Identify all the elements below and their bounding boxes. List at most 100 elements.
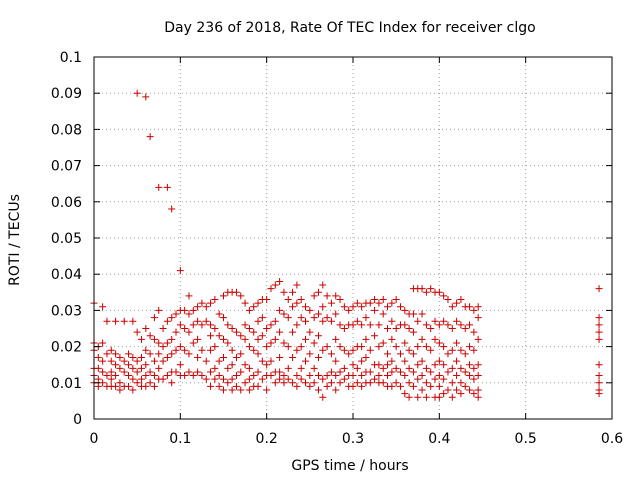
data-point <box>327 299 335 307</box>
data-point <box>431 335 439 343</box>
data-point <box>302 317 310 325</box>
data-point <box>150 357 158 365</box>
data-point <box>470 306 478 314</box>
data-point <box>202 375 210 383</box>
data-point <box>176 343 184 351</box>
data-point <box>103 317 111 325</box>
data-point <box>258 357 266 365</box>
data-point <box>250 303 258 311</box>
y-axis-label: ROTI / TECUs <box>7 194 23 286</box>
data-point <box>457 379 465 387</box>
data-point <box>163 317 171 325</box>
data-point <box>168 335 176 343</box>
data-point <box>245 375 253 383</box>
data-point <box>245 364 253 372</box>
x-axis-label: GPS time / hours <box>291 458 408 474</box>
data-point <box>327 368 335 376</box>
data-point <box>129 375 137 383</box>
data-point <box>150 314 158 322</box>
data-point <box>461 382 469 390</box>
data-point <box>302 379 310 387</box>
data-point <box>388 335 396 343</box>
data-point <box>207 382 215 390</box>
data-point <box>250 328 258 336</box>
data-point <box>595 390 603 398</box>
data-point <box>224 364 232 372</box>
data-point <box>379 379 387 387</box>
y-tick-label: 0.1 <box>60 50 82 66</box>
data-point <box>358 343 366 351</box>
data-point <box>116 379 124 387</box>
data-point <box>384 372 392 380</box>
data-point <box>384 361 392 369</box>
data-point <box>146 332 154 340</box>
data-point <box>358 321 366 329</box>
data-point <box>176 321 184 329</box>
data-point <box>198 346 206 354</box>
data-point <box>150 382 158 390</box>
data-point <box>310 364 318 372</box>
data-point <box>435 372 443 380</box>
data-point <box>284 343 292 351</box>
data-point <box>137 364 145 372</box>
data-point <box>159 343 167 351</box>
data-point <box>133 357 141 365</box>
data-point <box>427 325 435 332</box>
data-point <box>371 332 379 340</box>
data-point <box>232 288 240 296</box>
data-point <box>228 325 236 332</box>
data-point <box>293 281 301 289</box>
data-point <box>392 296 400 304</box>
data-point <box>228 386 236 394</box>
data-point <box>466 361 474 369</box>
data-point <box>422 321 430 329</box>
data-point <box>293 372 301 380</box>
data-point <box>185 310 193 318</box>
data-point <box>202 317 210 325</box>
data-point <box>94 364 102 372</box>
data-point <box>185 292 193 300</box>
data-point <box>474 335 482 343</box>
data-point <box>293 382 301 390</box>
data-point <box>323 292 331 300</box>
data-point <box>388 317 396 325</box>
data-point <box>168 314 176 322</box>
data-point <box>99 368 107 376</box>
data-point <box>99 357 107 365</box>
data-point <box>142 93 150 101</box>
data-point <box>155 364 163 372</box>
data-point <box>327 379 335 387</box>
data-point <box>181 346 189 354</box>
data-point <box>466 386 474 394</box>
data-point <box>146 368 154 376</box>
data-point <box>349 303 357 311</box>
data-point <box>202 357 210 365</box>
x-axis-ticks: 0 0.1 0.2 0.3 0.4 0.5 0.6 <box>90 57 623 447</box>
data-point <box>159 357 167 365</box>
y-tick-label: 0.02 <box>51 340 82 356</box>
data-point <box>314 310 322 318</box>
data-point <box>120 368 128 376</box>
data-point <box>474 393 482 401</box>
data-point <box>207 299 215 307</box>
data-point <box>250 372 258 380</box>
data-point <box>155 306 163 314</box>
data-point <box>125 350 133 358</box>
data-point <box>366 379 374 387</box>
data-point <box>440 390 448 398</box>
data-point <box>440 343 448 351</box>
data-point <box>435 321 443 329</box>
data-point <box>198 372 206 380</box>
data-point <box>358 382 366 390</box>
data-point <box>319 317 327 325</box>
data-point <box>276 375 284 383</box>
data-point <box>168 350 176 358</box>
data-point <box>99 379 107 387</box>
data-point <box>224 379 232 387</box>
data-points <box>90 89 603 401</box>
data-point <box>306 350 314 358</box>
data-point <box>418 372 426 380</box>
data-point <box>133 328 141 336</box>
data-point <box>422 393 430 401</box>
data-point <box>172 310 180 318</box>
